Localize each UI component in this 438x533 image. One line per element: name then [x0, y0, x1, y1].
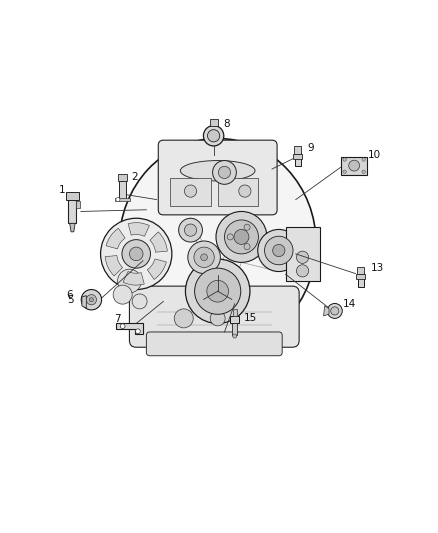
FancyBboxPatch shape: [146, 332, 282, 356]
Circle shape: [81, 289, 102, 310]
Circle shape: [265, 236, 293, 265]
Text: 8: 8: [223, 119, 230, 129]
Circle shape: [185, 259, 250, 324]
Circle shape: [122, 240, 151, 268]
Text: 13: 13: [371, 263, 384, 273]
Wedge shape: [147, 259, 166, 279]
Text: 10: 10: [368, 150, 381, 160]
Polygon shape: [324, 306, 329, 316]
Bar: [341, 157, 367, 175]
Circle shape: [101, 218, 172, 289]
Circle shape: [210, 311, 225, 326]
FancyBboxPatch shape: [158, 140, 277, 215]
Circle shape: [130, 247, 143, 261]
Circle shape: [116, 198, 120, 201]
Bar: [118, 174, 127, 181]
Circle shape: [244, 224, 250, 230]
Text: 15: 15: [244, 313, 258, 323]
Circle shape: [174, 309, 193, 328]
Circle shape: [117, 269, 141, 293]
Text: 14: 14: [343, 299, 356, 309]
Bar: [66, 192, 78, 199]
Wedge shape: [150, 232, 167, 252]
Ellipse shape: [180, 160, 255, 181]
Bar: [170, 177, 211, 206]
Bar: [230, 316, 239, 324]
Text: 5: 5: [67, 295, 73, 305]
Circle shape: [203, 126, 224, 146]
Circle shape: [184, 185, 197, 197]
Polygon shape: [82, 296, 86, 308]
Circle shape: [244, 244, 250, 249]
FancyBboxPatch shape: [130, 286, 299, 347]
Bar: [209, 119, 218, 126]
Circle shape: [239, 185, 251, 197]
Bar: [68, 199, 77, 223]
Circle shape: [201, 254, 208, 261]
Circle shape: [135, 329, 140, 334]
Bar: [293, 154, 302, 159]
Bar: [357, 272, 364, 287]
Circle shape: [120, 324, 125, 328]
Circle shape: [343, 170, 346, 173]
Wedge shape: [105, 256, 123, 276]
Circle shape: [113, 285, 132, 304]
Circle shape: [179, 218, 202, 242]
Polygon shape: [116, 324, 143, 334]
Circle shape: [212, 160, 237, 184]
Circle shape: [343, 158, 346, 161]
Bar: [286, 227, 319, 281]
Ellipse shape: [119, 139, 316, 349]
Circle shape: [331, 307, 339, 315]
Circle shape: [349, 160, 360, 171]
Text: 1: 1: [59, 185, 66, 195]
Polygon shape: [70, 223, 75, 232]
Circle shape: [234, 229, 249, 245]
Circle shape: [208, 130, 220, 142]
Wedge shape: [128, 223, 149, 236]
Bar: [295, 153, 301, 166]
Circle shape: [86, 295, 96, 305]
Text: 6: 6: [67, 289, 73, 300]
Circle shape: [216, 212, 267, 262]
Circle shape: [258, 229, 300, 271]
Circle shape: [188, 241, 220, 273]
Circle shape: [297, 251, 309, 263]
Bar: [119, 181, 126, 200]
Bar: [232, 323, 237, 335]
Circle shape: [327, 303, 342, 318]
Bar: [218, 177, 258, 206]
Circle shape: [227, 234, 233, 240]
Bar: [77, 201, 80, 208]
Circle shape: [362, 158, 365, 161]
Circle shape: [362, 170, 365, 173]
Bar: [233, 309, 237, 316]
Text: 2: 2: [131, 172, 138, 182]
Circle shape: [297, 265, 309, 277]
Circle shape: [219, 166, 230, 179]
Bar: [294, 146, 301, 154]
Ellipse shape: [127, 238, 152, 263]
Circle shape: [184, 224, 197, 236]
Circle shape: [233, 334, 237, 338]
Bar: [115, 198, 130, 201]
Wedge shape: [106, 228, 125, 249]
Circle shape: [194, 247, 214, 268]
Circle shape: [194, 268, 241, 314]
Circle shape: [132, 294, 147, 309]
Bar: [356, 274, 365, 279]
Circle shape: [207, 280, 229, 302]
Circle shape: [273, 245, 285, 256]
Bar: [357, 267, 364, 274]
Circle shape: [225, 220, 258, 254]
Text: 7: 7: [114, 314, 121, 324]
Wedge shape: [123, 271, 144, 285]
Circle shape: [89, 297, 93, 302]
Text: 9: 9: [307, 143, 314, 153]
